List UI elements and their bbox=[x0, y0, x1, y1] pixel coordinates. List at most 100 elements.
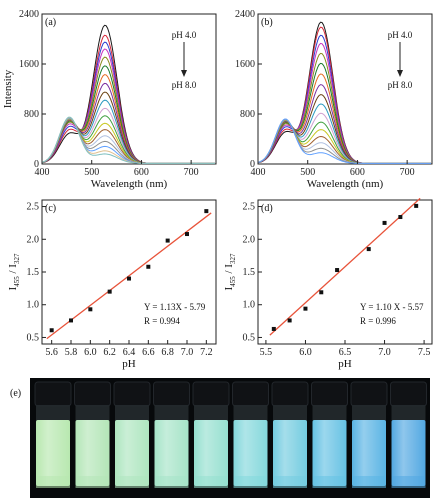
vial-highlight bbox=[75, 420, 110, 486]
data-point bbox=[382, 220, 387, 225]
data-point bbox=[49, 328, 54, 333]
panel-label: (e) bbox=[10, 388, 21, 399]
y-tick-label: 0 bbox=[34, 159, 39, 170]
x-tick-label: 600 bbox=[350, 167, 365, 178]
x-tick-label: 400 bbox=[35, 167, 50, 178]
vial-base-glow bbox=[115, 476, 149, 488]
y-axis-label: Intensity bbox=[2, 69, 14, 108]
spectrum-curve bbox=[41, 99, 215, 164]
vial-highlight bbox=[115, 420, 149, 486]
annotation-ph-start: pH 4.0 bbox=[388, 30, 413, 40]
data-point bbox=[366, 247, 371, 252]
vial-cap bbox=[311, 381, 348, 407]
vial-neck bbox=[194, 405, 228, 422]
y-tick-label: 1600 bbox=[235, 59, 255, 70]
spectrum-curve bbox=[257, 52, 431, 164]
data-point bbox=[303, 306, 308, 311]
y-tick-label: 2.5 bbox=[27, 202, 40, 213]
x-tick-label: 400 bbox=[251, 167, 266, 178]
data-point bbox=[88, 307, 93, 312]
vial-cap bbox=[232, 381, 269, 407]
x-tick-label: 6.2 bbox=[103, 347, 116, 358]
x-axis-label: Wavelength (nm) bbox=[307, 178, 384, 190]
annotation-ph-end: pH 8.0 bbox=[172, 80, 197, 90]
x-tick-label: 6.0 bbox=[84, 347, 97, 358]
vial-base-glow bbox=[391, 476, 426, 488]
y-tick-label: 2400 bbox=[19, 9, 39, 20]
data-point bbox=[69, 318, 73, 323]
x-tick-label: 5.5 bbox=[260, 347, 273, 358]
vial-cap bbox=[192, 381, 230, 407]
y-tick-label: 0 bbox=[250, 159, 255, 170]
panel-label: (c) bbox=[45, 203, 56, 214]
spectrum-curve bbox=[41, 107, 215, 164]
vial-base-glow bbox=[233, 476, 268, 488]
panel-c: 5.6 5.8 6.0 6.2 6.4 6.6 6.8 7.0 7.2 0.5 1.0 1.5 2.0 2… bbox=[7, 199, 217, 370]
vial-highlight bbox=[312, 420, 347, 486]
annotation-ph-end: pH 8.0 bbox=[388, 80, 413, 90]
vial-neck bbox=[154, 405, 189, 422]
vial-base-glow bbox=[273, 476, 307, 488]
vial-base-glow bbox=[75, 476, 110, 488]
vial-cap bbox=[113, 381, 151, 407]
x-tick-label: 5.6 bbox=[45, 347, 58, 358]
annotation-arrow-head bbox=[181, 70, 187, 77]
vial-cap bbox=[271, 381, 309, 407]
data-point bbox=[271, 326, 276, 331]
fit-equation: Y = 1.13X - 5.79 bbox=[144, 302, 206, 312]
x-tick-label: 500 bbox=[84, 167, 99, 178]
y-tick-label: 0.5 bbox=[243, 332, 256, 343]
spectrum-curve bbox=[257, 42, 431, 164]
fit-equation: Y = 1.10 X - 5.57 bbox=[360, 302, 424, 312]
vial-highlight bbox=[391, 420, 426, 486]
x-tick-label: 700 bbox=[184, 167, 199, 178]
y-tick-label: 1.0 bbox=[243, 300, 256, 311]
vial-cap bbox=[34, 381, 72, 407]
vial-highlight bbox=[273, 420, 307, 486]
panel-d: 5.5 6.0 6.5 7.0 7.5 0.5 1.0 1.5 2.0 2.5 pH I455 / I… bbox=[223, 197, 433, 370]
x-tick-label: 6.0 bbox=[299, 347, 312, 358]
x-axis-label: pH bbox=[338, 358, 352, 370]
y-tick-label: 1.5 bbox=[243, 267, 256, 278]
x-axis-label: Wavelength (nm) bbox=[91, 178, 168, 190]
spectrum-curve bbox=[257, 118, 431, 164]
x-tick-label: 7.0 bbox=[378, 347, 391, 358]
vial-cap bbox=[390, 381, 427, 407]
data-point bbox=[127, 276, 131, 281]
vial-neck bbox=[273, 405, 307, 422]
vial-base-glow bbox=[312, 476, 347, 488]
panel-e: (e) bbox=[10, 378, 430, 498]
vial-base-glow bbox=[36, 476, 70, 488]
y-tick-label: 2400 bbox=[235, 9, 255, 20]
y-tick-label: 0.5 bbox=[27, 332, 40, 343]
data-point bbox=[185, 232, 189, 237]
vial-base-glow bbox=[194, 476, 228, 488]
x-tick-label: 600 bbox=[134, 167, 149, 178]
x-tick-label: 6.5 bbox=[339, 347, 352, 358]
data-point bbox=[204, 209, 209, 214]
vial-neck bbox=[75, 405, 110, 422]
vial-neck bbox=[36, 405, 70, 422]
plot-frame bbox=[41, 13, 217, 165]
vial-neck bbox=[115, 405, 149, 422]
panel-b: 400 500 600 700 0 800 1600 2400 Wavelength (nm) (… bbox=[235, 9, 433, 190]
x-tick-label: 7.2 bbox=[200, 347, 213, 358]
data-point bbox=[398, 215, 403, 220]
annotation-ph-start: pH 4.0 bbox=[172, 30, 197, 40]
panel-a: 400 500 600 700 0 800 1600 2400 Wavelength (nm) I… bbox=[2, 9, 217, 190]
spectrum-curve bbox=[257, 62, 431, 164]
fit-r-value: R = 0.994 bbox=[144, 316, 180, 326]
fit-r-value: R = 0.996 bbox=[360, 316, 396, 326]
data-point bbox=[319, 290, 324, 295]
vial-cap bbox=[153, 381, 190, 407]
y-axis-label: I455 / I327 bbox=[223, 253, 237, 290]
vial-highlight bbox=[352, 420, 386, 486]
vial-neck bbox=[391, 405, 426, 422]
data-point bbox=[287, 318, 292, 323]
spectrum-curve bbox=[257, 103, 431, 164]
data-point bbox=[414, 203, 419, 208]
x-tick-label: 5.8 bbox=[65, 347, 78, 358]
y-tick-label: 1.5 bbox=[27, 267, 40, 278]
spectrum-curve bbox=[41, 56, 215, 164]
y-tick-label: 1600 bbox=[19, 59, 39, 70]
